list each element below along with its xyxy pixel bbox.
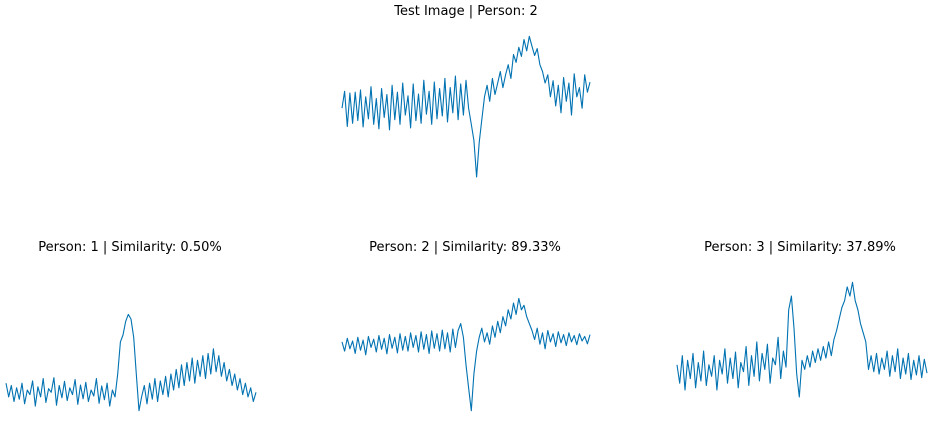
person-2-title: Person: 2 | Similarity: 89.33% <box>369 240 561 255</box>
person-2-panel: Person: 2 | Similarity: 89.33% <box>320 236 620 436</box>
signal-line-3 <box>676 281 928 398</box>
person-3-panel: Person: 3 | Similarity: 37.89% <box>650 236 932 436</box>
test-image-panel: Test Image | Person: 2 <box>0 0 932 200</box>
test-image-plot <box>341 35 591 178</box>
signal-line-0 <box>341 35 591 178</box>
person-1-panel: Person: 1 | Similarity: 0.50% <box>0 236 300 436</box>
test-image-title: Test Image | Person: 2 <box>394 4 538 19</box>
signal-line-2 <box>341 297 591 412</box>
signal-line-1 <box>5 313 257 412</box>
person-3-title: Person: 3 | Similarity: 37.89% <box>704 240 896 255</box>
person-1-title: Person: 1 | Similarity: 0.50% <box>38 240 222 255</box>
